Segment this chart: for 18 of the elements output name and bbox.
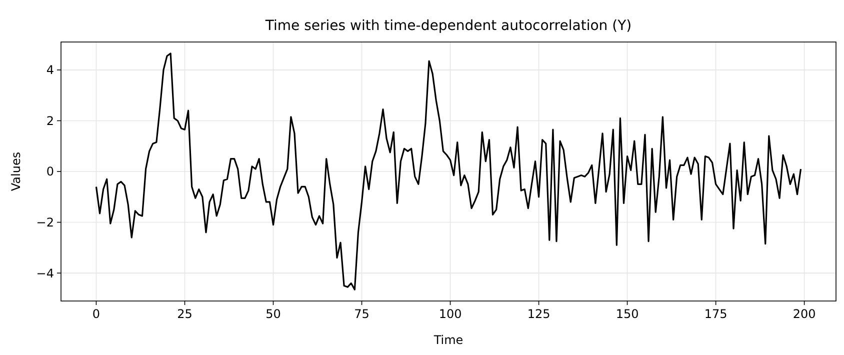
y-tick-label: 4	[46, 63, 54, 78]
line-series	[95, 52, 802, 290]
x-tick-label: 175	[704, 307, 728, 321]
x-tick-label: 50	[266, 307, 281, 321]
y-tick-label: −2	[36, 215, 54, 230]
x-tick-label: 100	[438, 307, 462, 321]
y-axis-title: Values	[9, 152, 23, 192]
x-tick-label: 75	[354, 307, 370, 321]
y-tick-label: 0	[46, 164, 54, 179]
x-tick-label: 25	[177, 307, 192, 321]
x-axis-title: Time	[432, 333, 464, 347]
chart-title: Time series with time-dependent autocorrelation (Y)	[264, 18, 632, 34]
y-tick-label: −4	[36, 266, 54, 280]
y-tick-label: 2	[46, 114, 54, 128]
x-tick-label: 150	[616, 307, 639, 321]
x-tick-label: 0	[92, 307, 100, 321]
x-tick-label: 200	[792, 307, 816, 321]
x-tick-label: 125	[527, 307, 550, 321]
